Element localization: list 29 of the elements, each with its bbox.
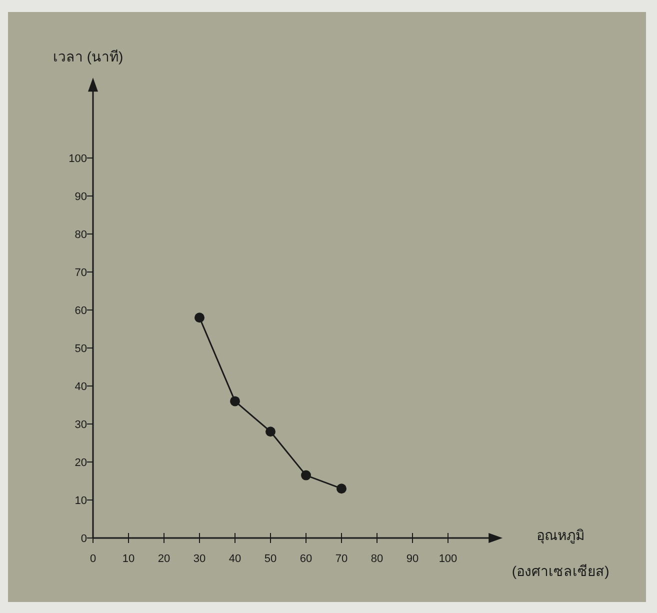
x-tick-label: 10 (122, 553, 135, 565)
point (301, 470, 311, 480)
y-tick-label: 0 (80, 533, 87, 545)
x-tick-label: 50 (264, 553, 277, 565)
y-tick-label: 80 (74, 229, 87, 241)
y-tick-label: 50 (74, 343, 87, 355)
y-tick-label: 60 (74, 305, 87, 317)
x-tick-label: 0 (90, 553, 96, 565)
x-tick-label: 40 (228, 553, 242, 565)
y-tick-label: 20 (74, 457, 87, 469)
x-tick-label: 100 (438, 553, 458, 565)
x-tick-label: 90 (406, 553, 419, 565)
point (194, 312, 204, 323)
x-tick-label: 80 (370, 553, 384, 565)
y-tick-label: 10 (74, 495, 87, 507)
y-tick-label: 40 (74, 381, 87, 393)
y-tick-label: 30 (74, 419, 87, 431)
y-tick-label: 100 (68, 153, 87, 165)
y-tick-label: 90 (74, 191, 87, 203)
x-tick-label: 60 (300, 553, 312, 565)
x-tick-label: 70 (335, 553, 348, 565)
point (266, 426, 276, 437)
x-tick-label: 20 (158, 553, 170, 565)
x-tick-label: 30 (193, 553, 206, 565)
y-axis-title: เวลา (นาที) (53, 48, 124, 65)
point (230, 396, 240, 406)
text: อุณหภูมิ (องศาเซลเซียส) (512, 527, 610, 579)
y-tick-label: 70 (74, 267, 87, 279)
point (336, 484, 346, 494)
